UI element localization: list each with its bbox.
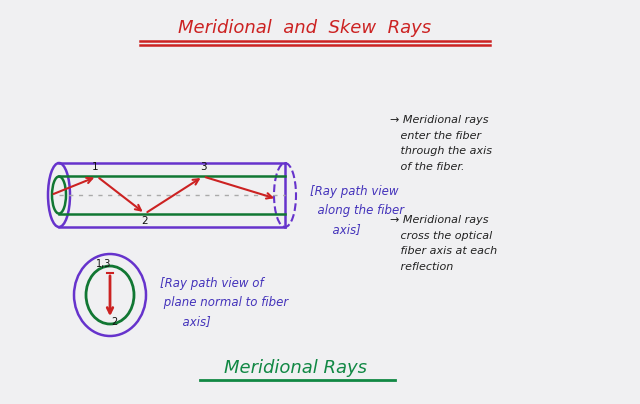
Text: 2: 2 (111, 317, 117, 327)
Text: 2: 2 (141, 216, 148, 225)
Text: 1: 1 (92, 162, 99, 173)
Text: Meridional Rays: Meridional Rays (223, 359, 367, 377)
Text: 3: 3 (200, 162, 206, 173)
Text: Meridional  and  Skew  Rays: Meridional and Skew Rays (179, 19, 431, 37)
Text: → Meridional rays
   enter the fiber
   through the axis
   of the fiber.: → Meridional rays enter the fiber throug… (390, 115, 492, 172)
Text: 1,3: 1,3 (96, 259, 112, 269)
Text: [Ray path view of
 plane normal to fiber
      axis]: [Ray path view of plane normal to fiber … (160, 277, 288, 328)
Text: → Meridional rays
   cross the optical
   fiber axis at each
   reflection: → Meridional rays cross the optical fibe… (390, 215, 497, 272)
Text: [Ray path view
  along the fiber
      axis]: [Ray path view along the fiber axis] (310, 185, 404, 236)
